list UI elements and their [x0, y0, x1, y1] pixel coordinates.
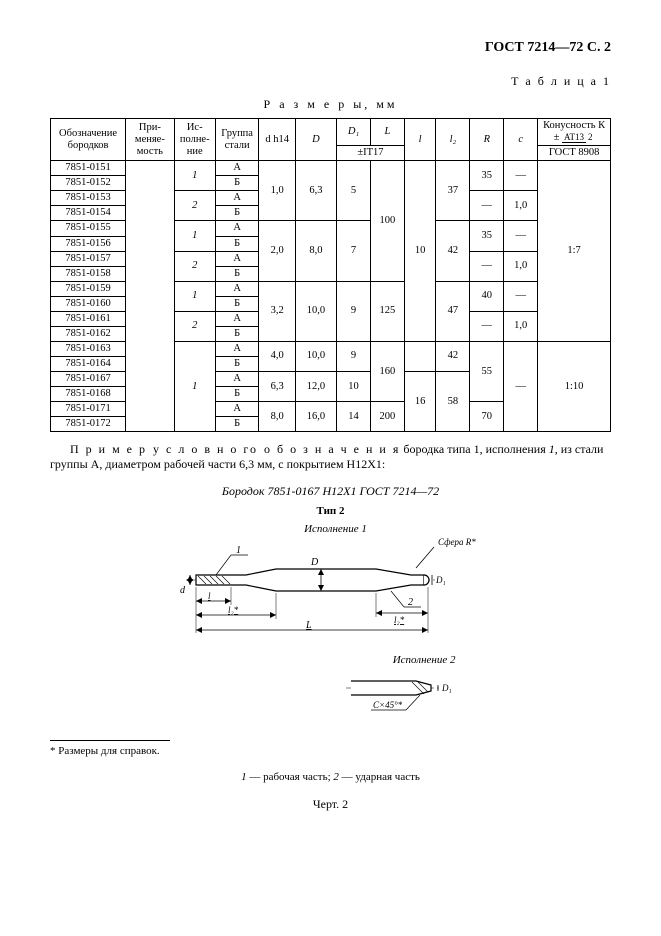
col-tol: ±IT17 — [337, 146, 405, 161]
col-d: d h14 — [259, 119, 295, 161]
svg-text:D₁: D₁ — [435, 575, 446, 585]
col-version: Ис- полне- ние — [174, 119, 215, 161]
svg-text:l₂*: l₂* — [394, 615, 405, 625]
svg-text:2: 2 — [408, 597, 413, 608]
svg-text:l: l — [208, 591, 211, 601]
table-number: Т а б л и ц а 1 — [50, 74, 611, 89]
svg-text:l₂*: l₂* — [228, 605, 239, 615]
col-D1: D₁ — [337, 119, 371, 146]
svg-text:d: d — [180, 585, 186, 596]
drawing-legend: 1 — рабочая часть; 2 — ударная часть — [50, 771, 611, 783]
col-l: l — [404, 119, 436, 161]
col-usage: При- меняе- мость — [126, 119, 174, 161]
col-R: R — [470, 119, 504, 161]
col-code: Обозначение бородков — [51, 119, 126, 161]
svg-text:Сфера R*: Сфера R* — [438, 537, 476, 547]
type-2-label: Тип 2 — [50, 505, 611, 517]
col-D: D — [295, 119, 336, 161]
document-header: ГОСТ 7214—72 С. 2 — [50, 40, 611, 56]
col-L: L — [370, 119, 404, 146]
svg-text:1: 1 — [236, 545, 241, 556]
col-steel: Группа стали — [215, 119, 259, 161]
designation-line: Бородок 7851-0167 Н12Х1 ГОСТ 7214—72 — [50, 484, 611, 499]
technical-drawing: Исполнение 1 Сфера R* D₁ 1 — [50, 523, 611, 720]
figure-label: Черт. 2 — [50, 797, 611, 812]
col-l2: l₂ — [436, 119, 470, 161]
table-row: 7851-0151 1А 1,06,35 10010 3735— 1:7 — [51, 161, 611, 176]
svg-text:D₁: D₁ — [441, 683, 452, 693]
svg-text:L: L — [305, 620, 312, 631]
col-cone-top: Конусность К ± AT132 — [538, 119, 611, 146]
svg-text:D: D — [310, 557, 319, 568]
col-cone-gost: ГОСТ 8908 — [538, 146, 611, 161]
svg-text:С×45°*: С×45°* — [373, 700, 403, 710]
dimensions-caption: Р а з м е р ы, мм — [50, 97, 611, 112]
dimensions-table: Обозначение бородков При- меняе- мость И… — [50, 118, 611, 432]
footnote-rule — [50, 740, 170, 741]
col-c: c — [504, 119, 538, 161]
footnote: * Размеры для справок. — [50, 745, 611, 757]
example-paragraph: П р и м е р у с л о в н о го о б о з н а… — [50, 442, 611, 472]
